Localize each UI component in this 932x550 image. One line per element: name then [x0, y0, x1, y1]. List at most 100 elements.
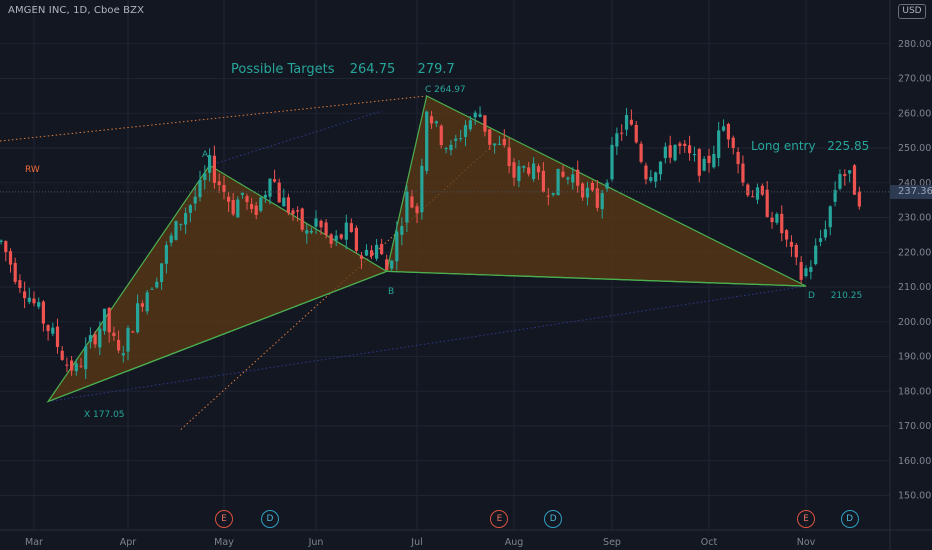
targets-label: Possible Targets	[231, 62, 335, 77]
candle-body	[254, 205, 258, 215]
candle-body	[102, 308, 107, 332]
candle-body	[780, 213, 784, 234]
candle-body	[566, 177, 570, 180]
y-tick-label: 210.00	[898, 282, 931, 293]
exchange: Cboe BZX	[93, 5, 145, 16]
candle-body	[236, 199, 240, 218]
candle-body	[444, 148, 448, 150]
candle-body	[0, 240, 3, 242]
candle-body	[828, 206, 832, 228]
candle-body	[721, 126, 726, 131]
y-tick-label: 170.00	[898, 421, 931, 432]
candle-body	[169, 235, 173, 243]
point-d-label: D 210.25	[808, 291, 862, 301]
candle-body	[250, 204, 254, 209]
candle-body	[296, 210, 300, 212]
dividend-badge[interactable]: D	[840, 510, 859, 528]
candle-body	[707, 155, 711, 164]
candle-body	[410, 196, 414, 208]
y-tick-label: 190.00	[898, 352, 931, 363]
candle-body	[731, 137, 735, 148]
candle-body	[536, 166, 541, 173]
currency-button[interactable]: USD	[898, 4, 926, 19]
candle-body	[150, 288, 154, 290]
dividend-badge[interactable]: D	[544, 510, 563, 528]
point-x-value: 177.05	[93, 410, 125, 420]
interval: 1D	[73, 5, 88, 16]
candle-body	[765, 189, 769, 217]
point-c-letter: C	[425, 85, 432, 95]
candle-body	[760, 185, 764, 195]
candle-body	[425, 111, 429, 171]
candle-body	[212, 155, 216, 183]
y-tick-label: 280.00	[898, 39, 931, 50]
point-x-letter: X	[84, 410, 91, 420]
candle-body	[8, 251, 13, 265]
candle-body	[339, 234, 343, 239]
candle-body	[400, 226, 404, 235]
candle-body	[18, 280, 22, 289]
bd-line	[386, 270, 807, 287]
candle-body	[65, 364, 69, 366]
candle-body	[240, 192, 244, 195]
candle-body	[794, 244, 798, 258]
candle-body	[483, 115, 487, 132]
x-tick-label: Nov	[797, 537, 816, 548]
candle-body	[434, 121, 438, 124]
earnings-badge[interactable]: E	[797, 510, 815, 528]
candle-body	[522, 166, 526, 168]
candle-body	[678, 143, 682, 146]
candle-body	[395, 231, 399, 262]
candle-body	[512, 162, 516, 178]
candle-body	[663, 146, 667, 159]
candle-body	[673, 144, 677, 161]
candle-body	[473, 112, 477, 118]
candle-body	[610, 144, 614, 180]
candle-body	[231, 200, 235, 215]
candle-body	[380, 243, 384, 255]
candle-body	[833, 189, 837, 202]
candle-body	[364, 249, 369, 256]
earnings-badge[interactable]: E	[490, 510, 509, 528]
candle-body	[277, 182, 281, 203]
candle-body	[160, 263, 164, 282]
candle-body	[46, 325, 50, 331]
point-d-value: 210.25	[830, 291, 863, 301]
candle-body	[736, 151, 740, 165]
candle-body	[227, 196, 231, 202]
y-tick-label: 160.00	[898, 456, 931, 467]
candle-body	[726, 123, 730, 140]
candle-body	[692, 154, 697, 156]
candle-body	[814, 245, 818, 265]
x-tick-label: Jul	[410, 537, 422, 548]
candle-body	[649, 177, 653, 181]
candle-body	[37, 302, 41, 307]
dividend-badge[interactable]: D	[261, 510, 279, 528]
candle-body	[4, 241, 8, 253]
earnings-badge[interactable]: E	[215, 510, 233, 528]
candle-body	[259, 197, 263, 211]
candle-body	[359, 255, 364, 259]
y-tick-label: 180.00	[898, 386, 931, 397]
candle-body	[300, 208, 304, 230]
candle-body	[140, 303, 144, 307]
candle-body	[818, 238, 823, 242]
candle-body	[585, 187, 590, 198]
candle-body	[838, 173, 842, 189]
candle-body	[590, 182, 594, 191]
candle-body	[615, 133, 619, 147]
x-tick-label: Apr	[120, 537, 137, 548]
candle-body	[263, 194, 267, 198]
candle-body	[273, 179, 277, 182]
candle-body	[93, 334, 97, 345]
long-entry-annotation: Long entry 225.85	[751, 139, 869, 153]
point-c-value: 264.97	[434, 85, 466, 95]
candle-body	[329, 234, 333, 244]
candle-body	[576, 169, 580, 186]
candle-body	[291, 210, 295, 215]
candle-body	[654, 172, 658, 182]
candle-body	[390, 260, 394, 269]
candle-body	[155, 281, 159, 288]
candle-body	[309, 230, 313, 233]
